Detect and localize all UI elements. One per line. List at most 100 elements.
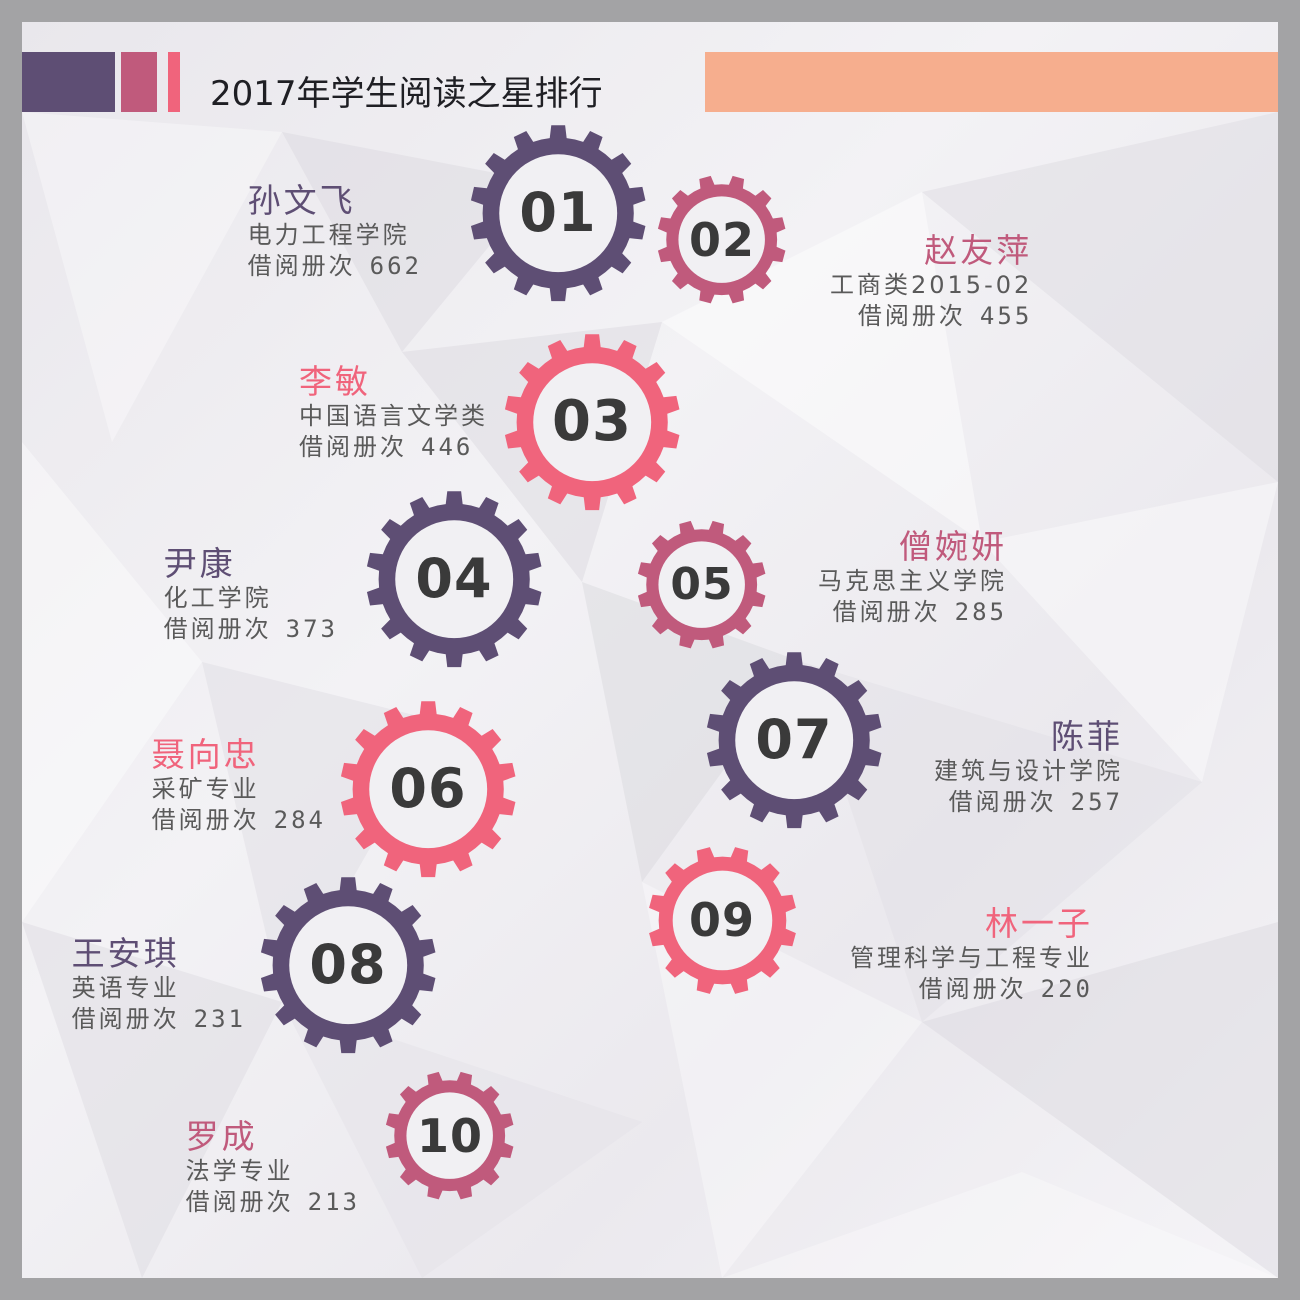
rank-number: 09 [688, 892, 755, 947]
gear-inner-circle [658, 541, 746, 629]
borrow-count-label: 借阅册次 [247, 252, 356, 280]
borrow-count-row: 借阅册次 662 [248, 254, 422, 278]
borrow-count-label: 借阅册次 [918, 975, 1027, 1003]
gear-inner-circle [533, 363, 651, 481]
student-info-08: 王安琪 英语专业借阅册次 231 [72, 937, 246, 1031]
borrow-count-value: 455 [979, 302, 1033, 330]
gear-inner-circle [369, 730, 487, 848]
gear-inner-circle [395, 520, 513, 638]
borrow-count-row: 借阅册次 446 [299, 435, 488, 459]
gear-inner-circle [289, 906, 407, 1024]
student-name: 李敏 [299, 362, 371, 401]
borrow-count-value: 285 [954, 598, 1007, 626]
gear-inner-circle [672, 870, 772, 970]
borrow-count-value: 213 [307, 1188, 360, 1216]
gear-badge-07: 07 [704, 650, 884, 830]
rank-number: 04 [415, 547, 493, 611]
borrow-count-row: 借阅册次 285 [818, 600, 1007, 624]
student-major: 化工学院 [163, 584, 272, 612]
borrow-count-label: 借阅册次 [185, 1188, 294, 1216]
student-info-05: 僧婉妍 马克思主义学院 借阅册次 285 [818, 530, 1007, 624]
rank-number: 06 [389, 757, 467, 821]
gear-inner-circle [499, 154, 617, 272]
borrow-count-value: 231 [193, 1005, 246, 1033]
gear-badge-02: 02 [655, 173, 788, 306]
student-info-07: 陈菲 建筑与设计学院借阅册次 257 [934, 720, 1123, 814]
borrow-count-value: 446 [421, 433, 474, 461]
rank-number: 01 [519, 181, 597, 245]
gear-badge-03: 03 [502, 332, 682, 512]
student-name: 林一子 [985, 904, 1093, 943]
header-bar-orange [705, 52, 1278, 112]
student-info-10: 罗成 法学专业借阅册次 213 [186, 1120, 360, 1214]
borrow-count-label: 借阅册次 [151, 806, 260, 834]
header-bar-purple [22, 52, 115, 112]
rank-number: 08 [309, 933, 387, 997]
gear-inner-circle [678, 196, 766, 284]
borrow-count-value: 662 [369, 252, 422, 280]
gear-badge-01: 01 [468, 123, 648, 303]
student-info-06: 聂向忠 采矿专业借阅册次 284 [152, 738, 326, 832]
page-title: 2017年学生阅读之星排行 [210, 74, 603, 114]
gear-icon [366, 491, 542, 667]
student-major: 英语专业 [71, 974, 180, 1002]
student-name: 罗成 [185, 1117, 258, 1156]
borrow-count-row: 借阅册次 257 [934, 790, 1123, 814]
gear-icon [260, 877, 436, 1053]
borrow-count-row: 借阅册次 231 [72, 1007, 246, 1031]
borrow-count-row: 借阅册次 284 [152, 808, 326, 832]
student-info-01: 孙文飞 电力工程学院 借阅册次 662 [248, 184, 422, 278]
student-name: 赵友萍 [924, 231, 1033, 270]
gear-badge-06: 06 [338, 699, 518, 879]
student-name: 尹康 [163, 544, 236, 583]
student-major: 建筑与设计学院 [934, 757, 1123, 785]
header-bar-pink [168, 52, 180, 112]
student-info-02: 赵友萍 工商类2015-02 借阅册次 455 [830, 234, 1032, 328]
borrow-count-label: 借阅册次 [948, 788, 1057, 816]
gear-icon [706, 652, 882, 828]
gear-icon [638, 521, 766, 649]
gear-icon [658, 176, 786, 304]
gear-icon [386, 1072, 514, 1200]
student-major: 法学专业 [185, 1157, 294, 1185]
borrow-count-value: 284 [273, 806, 326, 834]
gear-badge-10: 10 [383, 1069, 516, 1202]
gear-inner-circle [735, 681, 853, 799]
student-name: 聂向忠 [151, 735, 260, 774]
student-name: 陈菲 [1051, 717, 1123, 756]
borrow-count-label: 借阅册次 [299, 433, 407, 461]
poster: 2017年学生阅读之星排行 01 孙文飞 电力工程学院 借阅册次 662 02 赵友萍 工商类… [22, 22, 1278, 1278]
student-name: 孙文飞 [247, 181, 356, 220]
student-major: 管理科学与工程专业 [850, 944, 1093, 972]
rank-number: 02 [688, 212, 755, 267]
borrow-count-label: 借阅册次 [163, 615, 272, 643]
borrow-count-row: 借阅册次 213 [186, 1190, 360, 1214]
gear-icon [648, 846, 796, 994]
rank-number: 10 [416, 1108, 483, 1163]
gear-badge-04: 04 [364, 489, 544, 669]
student-info-09: 林一子 管理科学与工程专业 借阅册次 220 [850, 907, 1093, 1001]
borrow-count-value: 220 [1040, 975, 1093, 1003]
student-info-03: 李敏 中国语言文学类 借阅册次 446 [299, 365, 488, 459]
borrow-count-row: 借阅册次 455 [830, 304, 1032, 328]
borrow-count-row: 借阅册次 373 [164, 617, 338, 641]
gear-icon [504, 334, 680, 510]
gear-badge-05: 05 [635, 518, 768, 651]
borrow-count-label: 借阅册次 [832, 598, 941, 626]
rank-number: 07 [755, 708, 833, 772]
student-name: 僧婉妍 [899, 527, 1007, 566]
gear-badge-08: 08 [258, 875, 438, 1055]
gear-inner-circle [406, 1092, 494, 1180]
student-major: 工商类2015-02 [830, 271, 1033, 299]
borrow-count-value: 257 [1070, 788, 1123, 816]
borrow-count-label: 借阅册次 [71, 1005, 180, 1033]
student-info-04: 尹康 化工学院借阅册次 373 [164, 547, 338, 641]
rank-number: 05 [670, 559, 734, 611]
borrow-count-row: 借阅册次 220 [850, 977, 1093, 1001]
rank-number: 03 [552, 389, 632, 455]
gear-icon [470, 125, 646, 301]
student-name: 王安琪 [71, 934, 180, 973]
header-bar-rose [121, 52, 157, 112]
student-major: 采矿专业 [151, 775, 260, 803]
student-major: 中国语言文学类 [299, 402, 488, 430]
